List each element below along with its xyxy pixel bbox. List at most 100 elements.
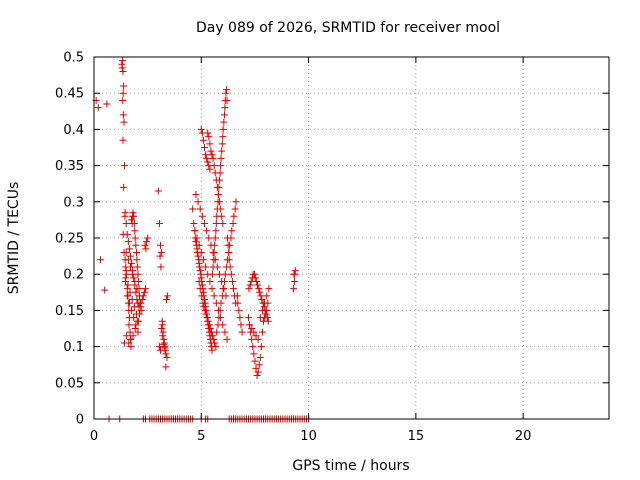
data-point — [132, 241, 140, 249]
data-point — [157, 241, 165, 249]
data-point — [201, 144, 209, 151]
data-point — [159, 321, 167, 329]
data-point — [229, 220, 237, 228]
data-point — [195, 277, 203, 285]
data-point — [208, 285, 216, 293]
data-point — [290, 270, 298, 278]
data-point — [212, 176, 220, 184]
data-point — [119, 96, 127, 104]
data-point — [220, 277, 228, 285]
data-point — [234, 299, 242, 307]
data-point — [122, 274, 130, 282]
data-point — [156, 252, 164, 260]
data-point — [197, 248, 205, 256]
data-point — [264, 317, 272, 325]
data-point — [196, 285, 204, 293]
data-point — [265, 285, 273, 293]
data-point — [198, 281, 206, 289]
data-point — [223, 335, 231, 343]
data-point — [130, 314, 138, 322]
data-point — [120, 162, 128, 170]
data-point — [221, 270, 229, 278]
data-point — [254, 335, 262, 343]
data-point — [122, 248, 130, 256]
data-point — [261, 299, 269, 307]
data-point — [208, 332, 216, 340]
data-point — [131, 325, 139, 332]
data-point — [192, 238, 200, 246]
x-tick-label: 0 — [90, 429, 98, 444]
data-point — [201, 220, 209, 228]
data-point — [119, 89, 127, 97]
data-point — [133, 285, 141, 293]
data-point — [196, 205, 204, 213]
data-point — [250, 328, 258, 336]
data-point — [143, 238, 151, 246]
data-point — [248, 335, 256, 343]
data-point — [158, 325, 166, 332]
data-point — [231, 205, 239, 213]
data-point — [221, 328, 229, 336]
data-point — [163, 353, 171, 361]
data-point — [218, 292, 226, 300]
data-point — [205, 133, 213, 141]
data-point — [222, 89, 230, 97]
data-point — [134, 328, 142, 336]
data-point — [162, 350, 170, 358]
data-point — [262, 310, 270, 318]
data-point — [206, 165, 214, 173]
data-point — [126, 328, 134, 336]
data-point — [214, 191, 222, 199]
data-point — [246, 281, 254, 289]
data-point — [131, 227, 139, 235]
data-point — [256, 353, 264, 361]
data-point — [290, 285, 298, 293]
data-point — [210, 292, 218, 300]
data-point — [223, 263, 231, 271]
data-point — [211, 339, 219, 347]
data-point — [125, 299, 133, 307]
data-point — [213, 263, 221, 271]
data-point — [246, 321, 254, 329]
data-point — [248, 325, 256, 332]
y-axis-label: SRMTID / TECUs — [6, 182, 22, 295]
data-point — [126, 288, 134, 296]
data-point — [103, 100, 111, 108]
data-point — [219, 133, 227, 141]
data-point — [263, 292, 271, 300]
x-tick-label: 5 — [197, 429, 205, 444]
data-point — [253, 277, 261, 285]
data-point — [154, 187, 162, 195]
data-point — [254, 281, 262, 289]
data-point — [258, 306, 266, 314]
y-tick-label: 0.35 — [55, 159, 84, 174]
data-point — [263, 314, 271, 322]
data-point — [251, 270, 259, 278]
y-tick-label: 0.05 — [55, 376, 84, 391]
data-point — [205, 162, 213, 170]
data-point — [163, 296, 171, 304]
data-point — [249, 343, 257, 351]
data-point — [191, 227, 199, 235]
data-point — [203, 154, 211, 162]
data-point — [120, 118, 128, 126]
data-points — [92, 57, 313, 423]
y-tick-label: 0.2 — [63, 268, 84, 283]
x-tick-label: 15 — [408, 429, 425, 444]
data-point — [204, 158, 212, 166]
data-point — [211, 234, 219, 242]
data-point — [123, 230, 131, 238]
data-point — [237, 321, 245, 329]
data-point — [206, 140, 214, 148]
data-point — [192, 191, 200, 199]
axis-ticks: 0 0.05 0.1 0.15 0.2 0.25 0.3 0.35 0.4 0.45 0.5 0 5 10… — [55, 51, 609, 444]
data-point — [217, 205, 225, 213]
data-point — [196, 267, 204, 275]
data-point — [94, 104, 102, 112]
data-point — [201, 296, 209, 304]
data-point — [291, 267, 299, 275]
data-point — [252, 364, 260, 372]
data-point — [213, 183, 221, 191]
data-point — [158, 248, 166, 256]
